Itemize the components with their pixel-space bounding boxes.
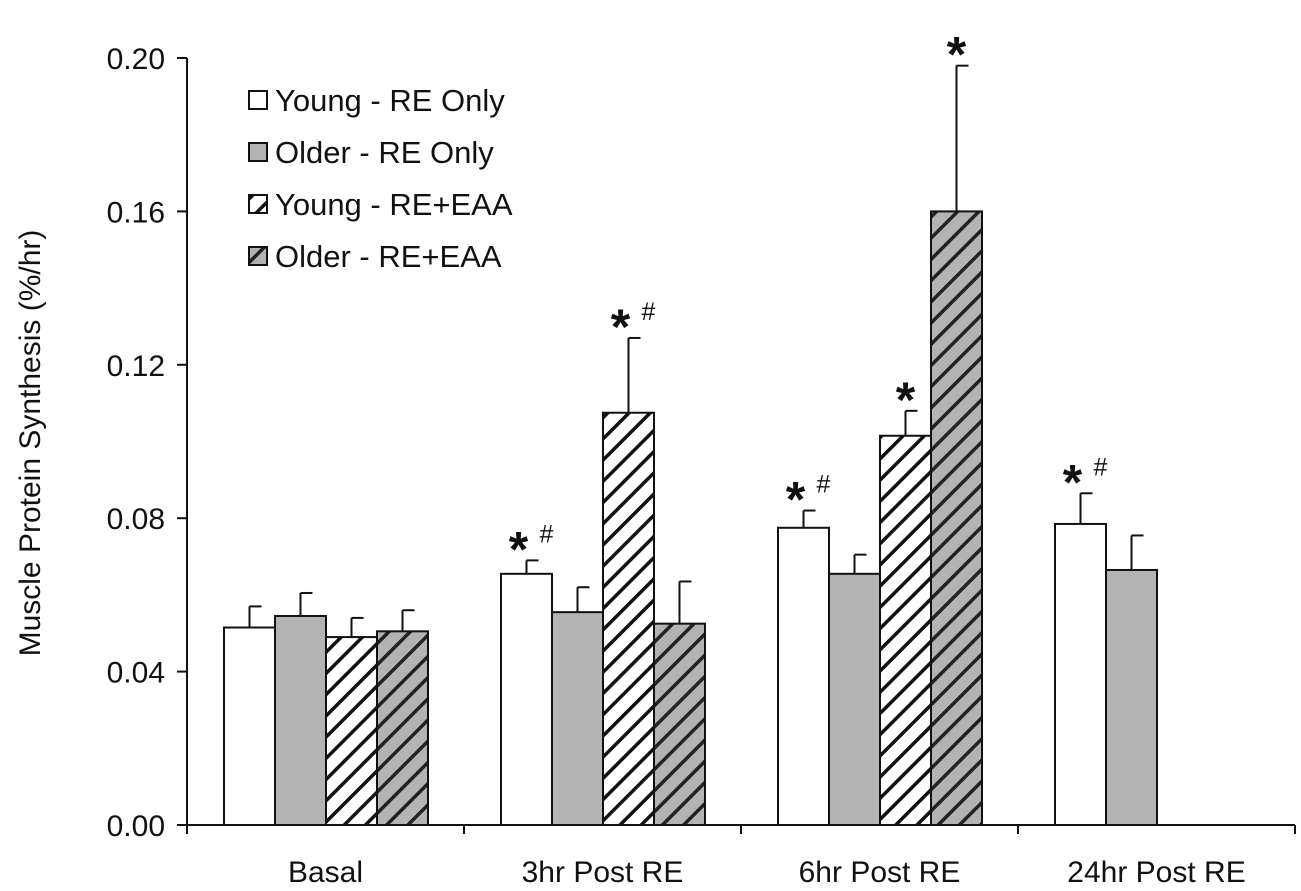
bar-older-re-eaa-6hr-post-re [930, 210, 983, 826]
legend-swatch-young-re-only [248, 90, 268, 110]
bar-older-re-only-24hr-post-re [1105, 568, 1158, 826]
y-tick-label: 0.20 [107, 43, 165, 76]
legend-swatch-young-re-eaa [248, 194, 268, 214]
x-category-label: 6hr Post RE [799, 856, 961, 889]
significance-star: * [509, 521, 529, 577]
significance-star: * [947, 27, 967, 83]
bar-older-re-only-basal [274, 614, 327, 826]
bar-young-re-eaa-6hr-post-re [879, 434, 932, 826]
bar-young-re-eaa-basal [325, 636, 378, 827]
bar-young-re-only-3hr-post-re [500, 572, 553, 826]
y-tick-label: 0.08 [107, 503, 165, 536]
bars [223, 64, 1158, 827]
x-category-label: 24hr Post RE [1067, 856, 1245, 889]
bar-older-re-eaa-3hr-post-re [653, 622, 706, 826]
legend-label-young-re-eaa: Young - RE+EAA [275, 187, 513, 222]
bar-young-re-only-basal [223, 626, 276, 826]
legend-label-young-re-only: Young - RE Only [275, 83, 505, 118]
bar-young-re-eaa-3hr-post-re [602, 411, 655, 826]
y-axis-title: Muscle Protein Synthesis (%/hr) [14, 230, 47, 657]
y-tick-label: 0.12 [107, 350, 165, 383]
significance-hash: # [817, 471, 831, 499]
legend-label-older-re-eaa: Older - RE+EAA [275, 239, 502, 274]
axes: 0.00 0.04 0.08 0.12 0.16 0.20 Basal 3hr Post RE… [107, 43, 1296, 889]
legend: Young - RE Only Older - RE Only Young - RE… [248, 83, 513, 274]
legend-swatch-older-re-eaa [248, 246, 268, 266]
bar-older-re-eaa-basal [376, 630, 429, 827]
bar-young-re-only-6hr-post-re [777, 526, 830, 826]
significance-star: * [896, 372, 916, 428]
bar-older-re-only-6hr-post-re [828, 572, 881, 826]
x-category-label: Basal [288, 856, 363, 889]
legend-label-older-re-only: Older - RE Only [275, 135, 494, 170]
y-tick-label: 0.04 [107, 657, 165, 690]
significance-star: * [786, 472, 806, 528]
y-tick-label: 0.00 [107, 810, 165, 843]
significance-hash: # [1094, 453, 1108, 481]
bar-older-re-only-3hr-post-re [551, 611, 604, 826]
annotations: * # * # * # * # * * [509, 27, 1108, 578]
legend-swatch-older-re-only [248, 142, 268, 162]
significance-star: * [611, 299, 631, 355]
significance-star: * [1063, 454, 1083, 510]
x-category-label: 3hr Post RE [522, 856, 684, 889]
significance-hash: # [540, 520, 554, 548]
bar-young-re-only-24hr-post-re [1054, 522, 1107, 826]
y-tick-label: 0.16 [107, 196, 165, 229]
significance-hash: # [642, 298, 656, 326]
